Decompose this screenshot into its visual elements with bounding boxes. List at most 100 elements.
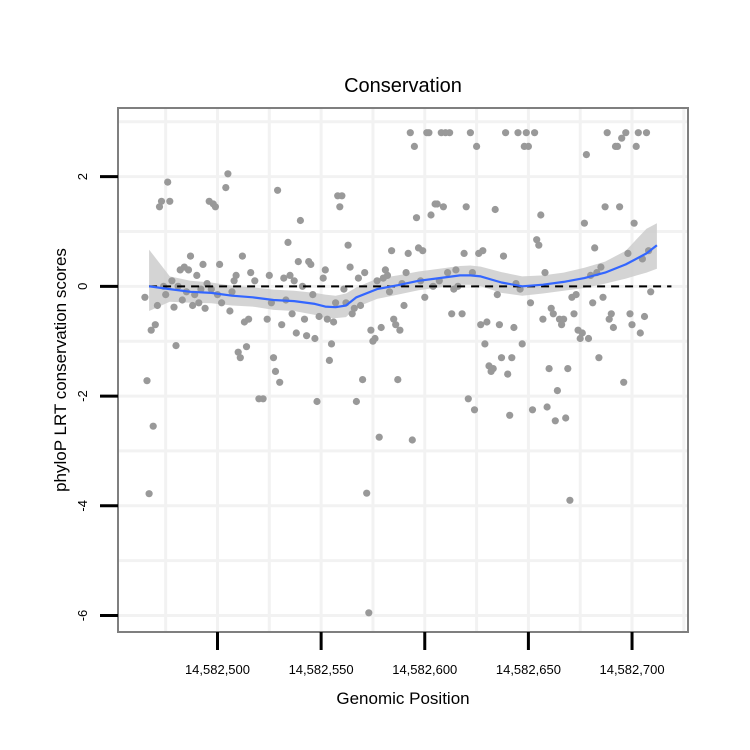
data-point [491, 205, 499, 214]
data-point [298, 282, 307, 290]
data-point [543, 403, 551, 411]
data-point [427, 211, 435, 219]
data-point [330, 318, 338, 326]
data-point [439, 203, 447, 211]
smooth-line [148, 244, 658, 309]
data-point [582, 151, 591, 159]
data-point [336, 203, 344, 211]
data-point [452, 266, 460, 274]
data-point [616, 203, 624, 211]
data-point [286, 271, 294, 279]
data-point [294, 258, 302, 266]
data-point [354, 274, 362, 282]
data-point [170, 303, 178, 311]
data-point [396, 326, 404, 334]
x-tick-label: 14,582,500 [185, 662, 250, 677]
data-point [400, 301, 408, 310]
data-point [394, 376, 402, 384]
data-point [458, 310, 466, 318]
data-point [597, 263, 605, 271]
data-point [224, 170, 232, 178]
data-point [269, 354, 278, 362]
data-point [493, 291, 501, 299]
data-point [603, 129, 611, 137]
data-point [274, 186, 282, 194]
data-point [348, 310, 356, 318]
data-point [216, 260, 224, 268]
data-point [218, 299, 226, 307]
data-point [634, 129, 642, 137]
data-point [230, 277, 238, 285]
data-point [390, 315, 398, 323]
data-point [499, 252, 508, 260]
data-point [624, 249, 632, 257]
data-point [589, 299, 597, 307]
data-point [531, 129, 539, 137]
data-point [448, 310, 456, 318]
data-point [547, 304, 555, 312]
data-point [276, 378, 284, 386]
data-point [315, 312, 323, 321]
data-point [373, 277, 381, 285]
data-point [551, 417, 559, 425]
data-point [197, 285, 205, 293]
data-point [605, 315, 613, 323]
data-point [504, 370, 512, 378]
data-point [464, 395, 472, 403]
data-point [570, 310, 578, 318]
data-point [321, 266, 329, 274]
data-point [313, 397, 321, 406]
data-point [168, 277, 176, 285]
data-point [562, 414, 570, 422]
chart-title: Conservation [344, 75, 462, 97]
data-point [325, 356, 333, 364]
data-point [421, 293, 429, 301]
data-point [502, 129, 510, 137]
x-tick-label: 14,582,600 [392, 662, 457, 677]
data-point [300, 315, 309, 323]
data-point [385, 288, 394, 296]
y-tick-label: 0 [75, 283, 90, 290]
data-point [495, 321, 503, 329]
data-point [462, 203, 470, 211]
data-point [309, 291, 317, 299]
data-point [363, 489, 371, 497]
data-point [402, 269, 410, 277]
data-point [580, 219, 589, 227]
data-point [307, 260, 315, 268]
data-point [226, 307, 234, 315]
data-point [359, 376, 367, 384]
data-point [630, 219, 638, 227]
data-point [319, 274, 327, 282]
y-axis-title: phyloP LRT conservation scores [51, 248, 70, 492]
data-point [259, 395, 267, 403]
data-point [564, 365, 572, 373]
data-point [361, 269, 369, 277]
panel-border [117, 107, 689, 633]
data-point [242, 343, 251, 351]
data-point [632, 142, 640, 150]
data-point [371, 334, 379, 343]
data-point [545, 365, 553, 373]
data-point [352, 397, 360, 406]
data-point [332, 299, 340, 307]
data-point [510, 323, 518, 332]
data-point [365, 609, 373, 617]
data-point [526, 299, 535, 307]
data-point [595, 354, 603, 362]
data-point [292, 329, 300, 337]
data-point [410, 142, 418, 150]
data-point [323, 315, 331, 323]
data-point [184, 266, 193, 274]
data-point [327, 340, 336, 348]
data-point [383, 271, 392, 279]
data-point [157, 197, 166, 205]
data-point [172, 342, 180, 350]
data-point [578, 329, 586, 337]
data-point [222, 184, 230, 192]
data-point [178, 296, 186, 304]
data-point [613, 142, 622, 150]
y-axis: 2 0 -2 -4 -6 [75, 173, 118, 621]
data-point [479, 247, 487, 255]
data-point [558, 321, 566, 329]
